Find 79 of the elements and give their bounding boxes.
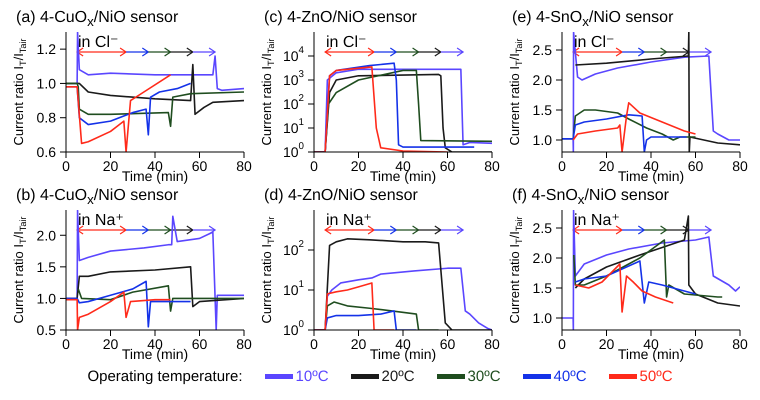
x-tick-label: 0	[558, 158, 566, 174]
x-tick-label: 0	[310, 336, 318, 352]
legend-label: 10ºC	[296, 368, 329, 384]
y-tick-label: 1.0	[36, 290, 56, 306]
chart-title: (a) 4-CuO$_{x}$/NiO sensor	[15, 8, 180, 30]
y-tick-label: 10$^{2}$	[282, 93, 304, 112]
x-tick-label: 80	[236, 158, 252, 174]
y-tick-label: 1.0	[36, 75, 56, 92]
x-tick-label: 20	[598, 336, 614, 352]
x-tick-label: 80	[732, 158, 748, 174]
x-tick-label: 80	[732, 336, 748, 352]
y-tick-label: 1.5	[532, 102, 552, 118]
legend-label: 30ºC	[468, 368, 501, 384]
legend-label: 50ºC	[640, 368, 673, 384]
chart-title: (b) 4-CuO$_{x}$/NiO sensor	[15, 186, 180, 208]
x-tick-label: 60	[688, 158, 704, 174]
line-series	[314, 66, 448, 152]
x-tick-label: 60	[688, 336, 704, 352]
chart-title: (f) 4-SnO$_{x}$/NiO sensor	[511, 186, 670, 208]
legend-title: Operating temperature:	[87, 368, 243, 384]
y-tick-label: 1.2	[36, 41, 56, 58]
x-tick-label: 80	[236, 336, 252, 352]
y-tick-label: 0.5	[36, 322, 56, 338]
y-tick-label: 2.5	[532, 42, 552, 58]
line-series	[314, 282, 395, 330]
x-tick-label: 20	[102, 158, 118, 174]
line-series	[66, 291, 172, 330]
x-tick-label: 0	[62, 158, 70, 174]
y-tick-label: 10$^{4}$	[282, 45, 305, 64]
chart-title: (c) 4-ZnO/NiO sensor	[263, 8, 418, 28]
line-series	[66, 82, 244, 128]
y-tick-label: 10$^{1}$	[282, 117, 304, 136]
y-tick-label: 2.0	[532, 250, 552, 266]
x-tick-label: 60	[192, 336, 208, 352]
y-tick-label: 10$^{0}$	[282, 141, 305, 160]
line-series	[574, 215, 740, 307]
x-tick-label: 0	[310, 158, 318, 174]
annotation: in Cl⁻	[574, 33, 614, 52]
x-tick-label: 0	[558, 336, 566, 352]
y-tick-label: 10$^{3}$	[282, 69, 305, 88]
x-tick-label: 80	[484, 158, 500, 174]
line-series	[562, 114, 688, 152]
x-tick-label: 20	[350, 336, 366, 352]
line-series	[66, 280, 192, 328]
y-tick-label: 10$^{2}$	[282, 239, 304, 258]
y-tick-label: 1.5	[532, 280, 552, 296]
x-tick-label: 20	[102, 336, 118, 352]
y-tick-label: 1.5	[36, 258, 56, 275]
annotation: in Na⁺	[78, 211, 124, 230]
y-tick-label: 10$^{0}$	[282, 319, 305, 338]
y-tick-label: 2.5	[532, 220, 552, 236]
annotation: in Cl⁻	[78, 33, 118, 52]
y-tick-label: 2.0	[36, 227, 56, 244]
line-series	[572, 239, 723, 298]
chart-title: (d) 4-ZnO/NiO sensor	[263, 186, 419, 206]
y-tick-label: 1.0	[532, 310, 552, 326]
legend-label: 40ºC	[554, 368, 587, 384]
line-series	[574, 260, 696, 304]
line-series	[572, 102, 696, 152]
line-series	[77, 284, 244, 312]
chart-title: (e) 4-SnO$_{x}$/NiO sensor	[511, 8, 674, 30]
annotation: in Na⁺	[574, 211, 620, 230]
annotation: in Cl⁻	[326, 33, 366, 52]
legend-label: 20ºC	[382, 368, 415, 384]
annotation: in Na⁺	[326, 211, 372, 230]
x-tick-label: 0	[62, 336, 70, 352]
x-tick-label: 20	[598, 158, 614, 174]
y-tick-label: 0.8	[36, 110, 56, 126]
x-tick-label: 60	[440, 336, 456, 352]
y-tick-label: 0.6	[36, 144, 56, 160]
x-tick-label: 80	[484, 336, 500, 352]
line-series	[574, 263, 674, 313]
line-series	[66, 74, 172, 152]
y-tick-label: 10$^{1}$	[282, 279, 304, 298]
y-tick-label: 1.0	[532, 132, 552, 148]
x-tick-label: 60	[192, 158, 208, 174]
x-tick-label: 20	[350, 158, 366, 174]
y-tick-label: 2.0	[532, 72, 552, 88]
x-tick-label: 60	[440, 158, 456, 174]
